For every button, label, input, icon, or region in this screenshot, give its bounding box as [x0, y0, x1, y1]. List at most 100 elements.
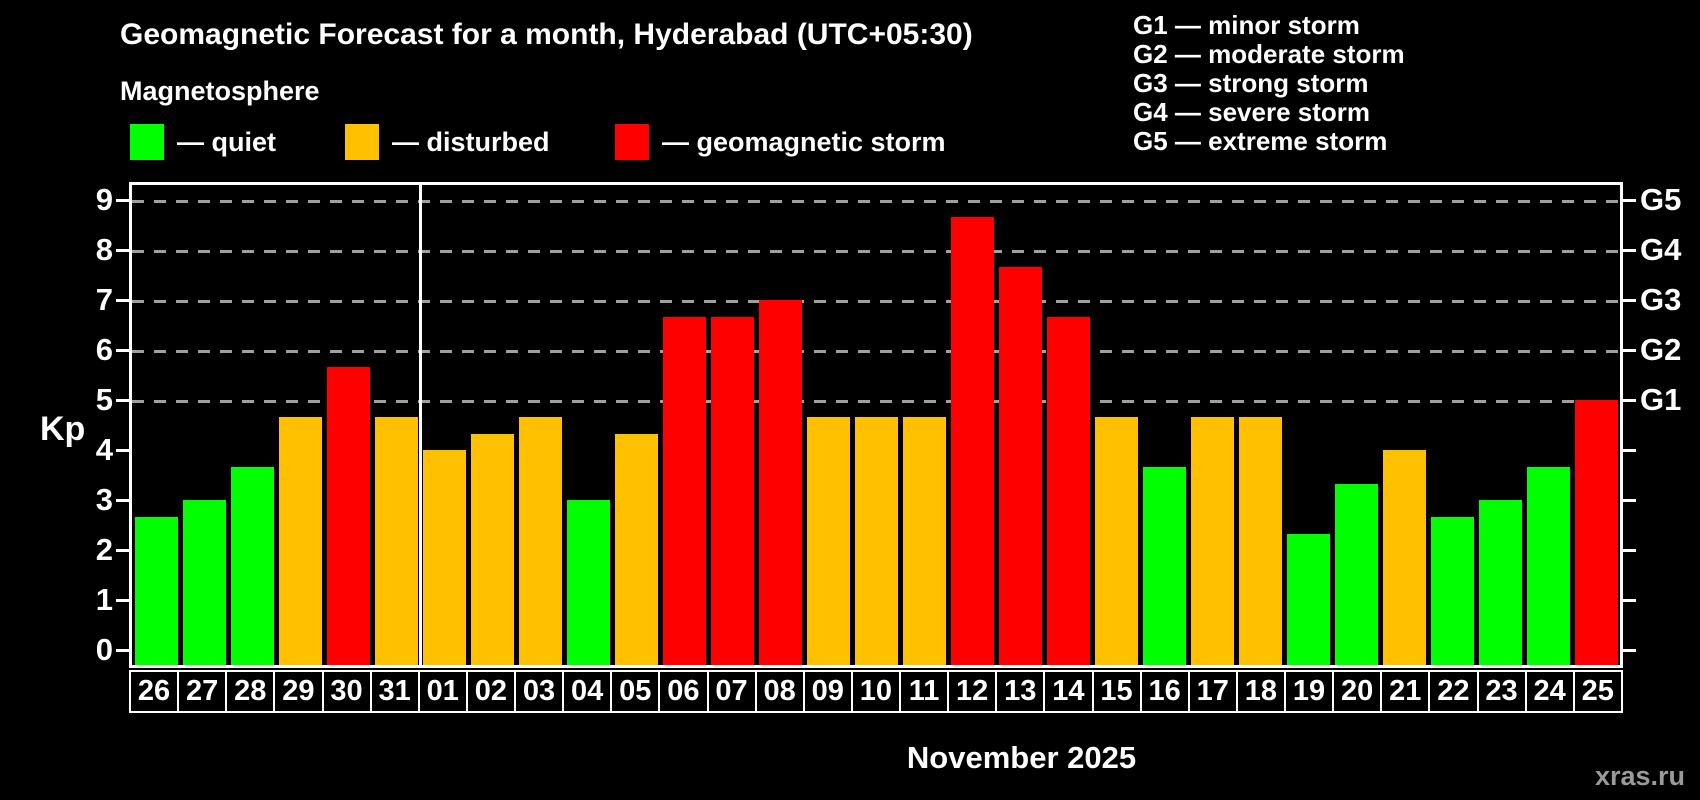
y-axis-title: Kp: [40, 410, 86, 448]
g4-legend-line: G4 — severe storm: [1133, 97, 1371, 127]
left-tick-kp-0: [116, 648, 129, 652]
date-cell-23: 23: [1476, 670, 1527, 713]
storm-color-swatch: [615, 124, 649, 160]
kp-bar-day-06: [662, 316, 706, 665]
kp-bar-day-01: [422, 450, 466, 665]
date-cell-22: 22: [1428, 670, 1479, 713]
y-tick-label-3: 3: [95, 482, 113, 517]
left-tick-kp-1: [116, 598, 129, 602]
date-cell-10: 10: [850, 670, 901, 713]
date-cell-01: 01: [417, 670, 468, 713]
kp-bar-day-05: [614, 433, 658, 665]
chart-subtitle: Magnetosphere: [120, 76, 320, 106]
month-separator-line: [418, 185, 422, 665]
g5-legend-line: G5 — extreme storm: [1133, 126, 1388, 156]
legend-item-quiet: — quiet: [130, 121, 276, 163]
date-cell-18: 18: [1235, 670, 1286, 713]
gridline-kp-5: [132, 400, 1620, 403]
kp-bar-day-28: [230, 466, 274, 665]
x-axis-date-row: 26 27 28 29 30 31 01 02 03 04 05 06 07 08 09 10 11 12 13 14…: [129, 670, 1623, 713]
chart-title: Geomagnetic Forecast for a month, Hydera…: [120, 18, 973, 51]
quiet-color-swatch: [130, 124, 164, 160]
right-tick-kp-3: [1623, 498, 1636, 502]
right-axis-label-g4: G4: [1640, 232, 1682, 267]
date-cell-29: 29: [273, 670, 324, 713]
right-axis-label-g5: G5: [1640, 182, 1682, 217]
date-cell-08: 08: [754, 670, 805, 713]
date-cell-21: 21: [1380, 670, 1431, 713]
date-cell-07: 07: [706, 670, 757, 713]
kp-bar-day-22: [1430, 516, 1474, 665]
left-tick-kp-2: [116, 548, 129, 552]
y-tick-label-0: 0: [95, 632, 113, 667]
left-tick-kp-6: [116, 348, 129, 352]
kp-bar-day-18: [1238, 416, 1282, 665]
left-tick-kp-9: [116, 198, 129, 202]
y-tick-label-8: 8: [95, 232, 113, 267]
gridline-kp-8: [132, 250, 1620, 253]
y-tick-label-6: 6: [95, 332, 113, 367]
date-cell-14: 14: [1043, 670, 1094, 713]
y-tick-label-9: 9: [95, 182, 113, 217]
date-cell-30: 30: [321, 670, 372, 713]
kp-bar-day-03: [518, 416, 562, 665]
kp-bar-day-16: [1142, 466, 1186, 665]
y-tick-label-2: 2: [95, 532, 113, 567]
g-scale-legend: G1 — minor storm G2 — moderate storm G3 …: [1133, 11, 1405, 156]
kp-bar-day-02: [470, 433, 514, 665]
legend-label-storm: — geomagnetic storm: [662, 126, 946, 157]
kp-bar-day-31: [374, 416, 418, 665]
date-cell-17: 17: [1187, 670, 1238, 713]
date-cell-02: 02: [465, 670, 516, 713]
kp-bar-day-19: [1286, 533, 1330, 665]
date-cell-11: 11: [899, 670, 950, 713]
kp-bar-day-13: [998, 266, 1042, 665]
kp-bar-day-21: [1382, 450, 1426, 665]
kp-bar-day-30: [326, 366, 370, 665]
left-tick-kp-5: [116, 398, 129, 402]
kp-bar-day-27: [182, 500, 226, 665]
kp-bar-day-24: [1526, 466, 1570, 665]
right-tick-kp-9: [1623, 198, 1636, 202]
kp-bar-day-17: [1190, 416, 1234, 665]
right-tick-kp-8: [1623, 248, 1636, 252]
date-cell-15: 15: [1091, 670, 1142, 713]
kp-bar-day-25: [1574, 400, 1618, 665]
kp-bar-day-20: [1334, 483, 1378, 665]
date-cell-27: 27: [177, 670, 228, 713]
g2-legend-line: G2 — moderate storm: [1133, 39, 1405, 69]
y-tick-label-5: 5: [95, 382, 113, 417]
plot-area: [129, 182, 1623, 668]
legend-item-disturbed: — disturbed: [345, 121, 550, 163]
g3-legend-line: G3 — strong storm: [1133, 68, 1369, 98]
disturbed-color-swatch: [345, 124, 379, 160]
date-cell-26: 26: [129, 670, 180, 713]
date-cell-20: 20: [1332, 670, 1383, 713]
kp-bar-day-15: [1094, 416, 1138, 665]
left-tick-kp-3: [116, 498, 129, 502]
date-cell-16: 16: [1139, 670, 1190, 713]
kp-bar-day-14: [1046, 316, 1090, 665]
date-cell-31: 31: [369, 670, 420, 713]
left-tick-kp-8: [116, 248, 129, 252]
kp-bar-day-07: [710, 316, 754, 665]
right-tick-kp-7: [1623, 298, 1636, 302]
date-cell-28: 28: [225, 670, 276, 713]
legend-item-storm: — geomagnetic storm: [615, 121, 946, 163]
kp-bar-day-23: [1478, 500, 1522, 665]
y-tick-label-7: 7: [95, 282, 113, 317]
kp-bar-day-10: [854, 416, 898, 665]
gridline-kp-6: [132, 350, 1620, 353]
y-tick-label-4: 4: [95, 432, 113, 467]
date-cell-05: 05: [610, 670, 661, 713]
date-cell-09: 09: [802, 670, 853, 713]
x-axis-title: November 2025: [906, 740, 1137, 775]
right-axis-label-g1: G1: [1640, 382, 1682, 417]
date-cell-19: 19: [1284, 670, 1335, 713]
right-tick-kp-5: [1623, 398, 1636, 402]
watermark: xras.ru: [1594, 761, 1685, 791]
legend-label-disturbed: — disturbed: [392, 126, 550, 157]
kp-bar-day-12: [950, 216, 994, 665]
right-axis-label-g3: G3: [1640, 282, 1682, 317]
